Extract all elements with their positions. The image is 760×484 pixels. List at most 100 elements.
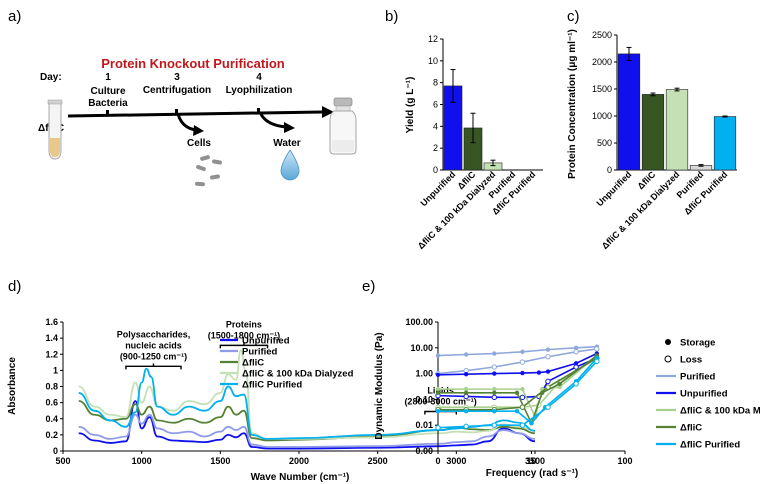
chart-e-xtick-label: 0 (435, 456, 440, 466)
chart-e-storage-point (557, 384, 562, 390)
chart-e-loss-point (519, 404, 526, 410)
water-label: Water (273, 138, 301, 149)
chart-b-ytick-label: 8 (433, 78, 438, 88)
chart-e-storage-point (435, 353, 441, 358)
chart-e-ytick-label: 0.10 (415, 394, 433, 404)
chart-e-legend-label: Loss (680, 355, 702, 366)
chart-e-storage-point (545, 369, 551, 374)
chart-c-ylabel: Protein Concentration (μg ml⁻¹) (567, 29, 578, 179)
chart-e-storage-point (463, 408, 469, 414)
panel-b-label: b) (385, 8, 398, 25)
chart-d-ytick-label: 1 (53, 365, 58, 375)
chart-e-storage-point (536, 370, 542, 375)
chart-d-ytick-label: 1.4 (45, 333, 58, 343)
step-2-name: Centrifugation (143, 85, 211, 96)
cells-branch-arrow (176, 113, 197, 132)
chart-d-axes: 0 0.2 0.4 0.6 0.8 1 1.2 1.4 1.6 500 1000 1500 2000 25… (45, 317, 545, 466)
chart-e-loss-point (573, 364, 579, 370)
chart-d-annotation-text: nucleic acids (125, 340, 182, 350)
chart-d-legend-label: ΔfliC Purified (242, 380, 302, 391)
chart-e-loss-point (491, 364, 497, 370)
chart-e-storage-line (438, 357, 598, 425)
chart-e-storage-point (463, 371, 469, 377)
chart-b-category-label: ΔfliC & 100 kDa Dialyzed (416, 169, 498, 251)
vial-icon (329, 97, 357, 155)
panel-c-label: c) (567, 8, 580, 25)
chart-e-ytick-label: 0.01 (415, 420, 433, 430)
chart-d-annotation-bracket (219, 342, 269, 349)
tick-day-4 (257, 108, 260, 114)
chart-d-series-line (78, 400, 536, 450)
chart-e-storage-point (463, 352, 469, 357)
chart-e-storage-point (545, 347, 551, 352)
chart-d-ytick-label: 1.2 (45, 349, 58, 359)
step-1-name-line2: Bacteria (88, 98, 128, 109)
chart-b-bars (443, 69, 503, 171)
chart-e-storage-line (437, 352, 598, 376)
chart-d-legend-label: ΔfliC & 100 kDa Dialyzed (242, 369, 354, 380)
chart-e-loss-point (545, 354, 551, 360)
chart-e-storage-point (529, 420, 534, 426)
chart-d-xtick-label: 1500 (210, 456, 230, 466)
chart-d-xtick-label: 3500 (525, 456, 545, 466)
chart-b-ytick-label: 12 (428, 34, 438, 44)
chart-e-storage-point (463, 386, 469, 392)
chart-d-xtick-label: 2000 (289, 456, 309, 466)
chart-e-loss-point (573, 349, 579, 355)
chart-b-ytick-label: 10 (428, 56, 438, 66)
panel-d: d) Absorbance Wave Number (cm⁻¹) 0 0.2 0.4… (7, 278, 545, 483)
chart-e-legend-label: Storage (680, 338, 715, 349)
chart-e-storage-point (514, 408, 520, 414)
tick-day-1 (106, 110, 109, 116)
chart-b-ylabel: Yield (g L⁻¹) (405, 77, 416, 134)
chart-e-storage-point (557, 381, 562, 387)
panel-a: a) Protein Knockout Purification Day: 1 … (8, 8, 357, 187)
chart-b-category-label: Unpurified (419, 169, 458, 208)
chart-d-series-line (78, 349, 536, 440)
chart-c-ytick-label: 2500 (592, 30, 612, 40)
water-branch-arrowhead (284, 122, 295, 133)
chart-d-annotation-text: Lipids (427, 385, 454, 395)
step-3-day: 4 (256, 72, 262, 83)
chart-e-storage-line (437, 345, 597, 357)
panel-b: b) Yield (g L⁻¹) 0 2 4 6 8 10 12 UnpurifiedΔfl… (385, 8, 543, 251)
panel-c: c) Protein Concentration (μg ml⁻¹) 0 500 1… (567, 8, 737, 251)
chart-e-legend-storage-marker (665, 339, 671, 345)
chart-c-bars (617, 46, 737, 171)
chart-b-ytick-label: 0 (433, 165, 438, 175)
chart-e-storage-point (573, 345, 579, 350)
chart-e-loss-point (519, 422, 526, 428)
chart-d-annotation-text: (1500-1800 cm⁻¹) (208, 330, 280, 340)
panel-a-label: a) (8, 8, 21, 25)
step-1-day: 1 (105, 72, 111, 83)
chart-d-annotation-bracket (125, 363, 182, 370)
chart-e-legend-label: Purified (680, 372, 716, 383)
timeline-arrow (67, 110, 323, 118)
chart-e-loss-point (545, 384, 551, 390)
chart-e-loss-point (594, 346, 600, 352)
chart-e-ytick-label: 10.00 (410, 343, 433, 353)
panel-e-label: e) (362, 278, 375, 295)
chart-d-ytick-label: 1.6 (45, 317, 58, 327)
chart-e-storage-point (520, 370, 525, 376)
chart-e-storage-point (435, 408, 441, 414)
chart-e-loss-point (519, 359, 526, 365)
chart-d-annotation-text: Polysaccharides, (117, 329, 191, 339)
chart-e-storage-point (520, 386, 525, 392)
chart-d-series-line (78, 400, 536, 442)
chart-c-category-label: Unpurified (595, 169, 634, 208)
chart-d-ylabel: Absorbance (7, 357, 18, 415)
chart-d-xtick-label: 3000 (446, 456, 466, 466)
day-label: Day: (40, 72, 62, 83)
chart-c-ytick-label: 1500 (592, 84, 612, 94)
chart-d-legend-label: ΔfliC (242, 358, 264, 369)
panel-d-label: d) (8, 278, 21, 295)
chart-e-axes: 0.00 0.01 0.10 1.00 10.00 100.00 0 10 100 (405, 317, 632, 466)
timeline-arrowhead (322, 106, 334, 118)
step-3-name: Lyophilization (226, 85, 293, 96)
chart-e-legend-label: ΔfliC (680, 423, 702, 434)
chart-e-loss-point (463, 423, 469, 430)
chart-d-xtick-label: 1000 (132, 456, 152, 466)
